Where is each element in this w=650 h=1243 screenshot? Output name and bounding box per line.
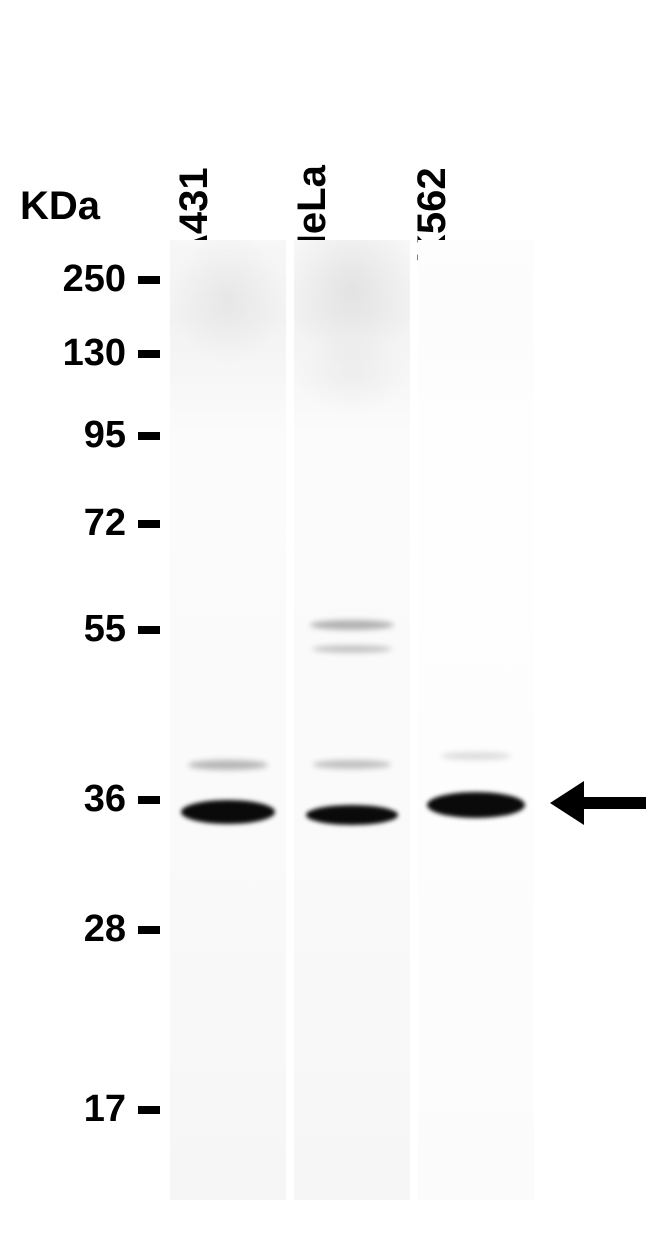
- faint-band: [188, 760, 268, 770]
- marker-95: 95: [0, 414, 160, 457]
- lane-k562: [418, 240, 534, 1200]
- marker-value: 28: [26, 908, 126, 951]
- marker-value: 72: [26, 502, 126, 545]
- faint-band: [313, 760, 391, 769]
- marker-36: 36: [0, 778, 160, 821]
- faint-band: [310, 620, 394, 630]
- marker-value: 250: [26, 258, 126, 301]
- marker-dash: [138, 432, 160, 440]
- faint-band: [312, 645, 392, 653]
- marker-value: 55: [26, 608, 126, 651]
- western-blot-figure: KDa A431 HeLa K562 250 130 95 72 55 36: [0, 0, 650, 1243]
- lane-bg: [418, 240, 534, 1200]
- main-band: [427, 792, 525, 818]
- lane-bg: [294, 240, 410, 1200]
- marker-130: 130: [0, 332, 160, 375]
- marker-value: 130: [26, 332, 126, 375]
- lane-hela: [294, 240, 410, 1200]
- marker-dash: [138, 276, 160, 284]
- marker-72: 72: [0, 502, 160, 545]
- marker-value: 36: [26, 778, 126, 821]
- marker-250: 250: [0, 258, 160, 301]
- marker-dash: [138, 1106, 160, 1114]
- target-band-arrow-icon: [550, 778, 646, 828]
- marker-28: 28: [0, 908, 160, 951]
- main-band: [181, 800, 275, 824]
- marker-dash: [138, 796, 160, 804]
- marker-value: 17: [26, 1088, 126, 1131]
- main-band: [306, 805, 398, 825]
- kda-axis-label: KDa: [20, 184, 100, 229]
- marker-dash: [138, 626, 160, 634]
- marker-17: 17: [0, 1088, 160, 1131]
- lane-bg: [170, 240, 286, 1200]
- marker-dash: [138, 350, 160, 358]
- marker-value: 95: [26, 414, 126, 457]
- faint-band: [441, 752, 511, 760]
- marker-dash: [138, 520, 160, 528]
- marker-55: 55: [0, 608, 160, 651]
- marker-dash: [138, 926, 160, 934]
- blot-lanes: [170, 240, 534, 1200]
- lane-a431: [170, 240, 286, 1200]
